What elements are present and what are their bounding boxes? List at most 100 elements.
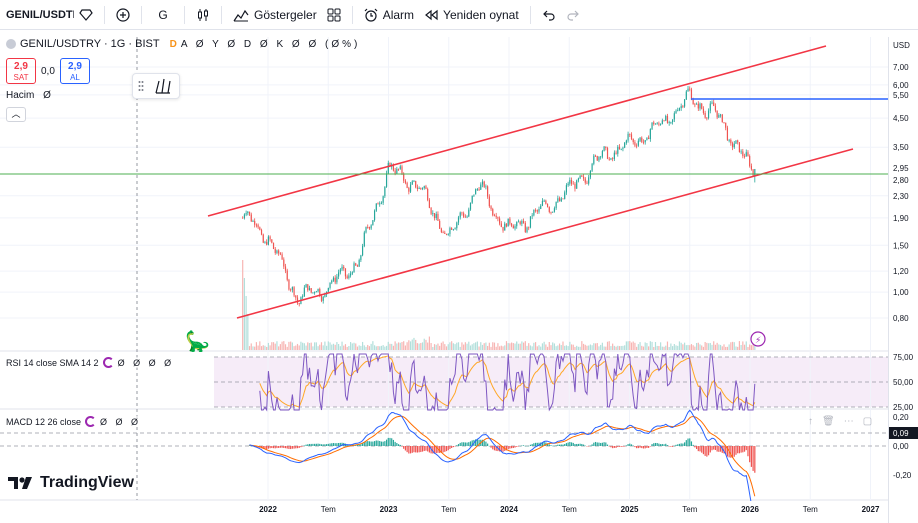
volume-bar <box>695 342 698 350</box>
macd-histogram-bar <box>481 439 484 446</box>
macd-histogram-bar <box>485 441 487 446</box>
arrow-up-icon[interactable]: ↑ <box>808 416 813 427</box>
macd-histogram-bar <box>445 446 448 452</box>
candle-body <box>528 227 530 229</box>
interval-button[interactable]: G <box>148 3 178 27</box>
collapse-legend-button[interactable]: ︿ <box>6 107 26 122</box>
buy-button[interactable]: 2,9 AL <box>60 58 90 84</box>
macd-histogram-bar <box>334 443 336 446</box>
volume-bar <box>572 344 574 350</box>
macd-histogram-bar <box>300 446 302 448</box>
volume-bar <box>302 342 304 350</box>
replay-button[interactable]: Yeniden oynat <box>419 3 524 27</box>
pitchfork-icon[interactable] <box>154 77 174 95</box>
candle-body <box>286 270 288 280</box>
macd-histogram-bar <box>726 446 729 457</box>
trash-icon[interactable]: 🗑 <box>822 416 835 427</box>
macd-histogram-bar <box>534 442 537 446</box>
candle-body <box>314 292 316 294</box>
volume-bar <box>517 343 520 350</box>
macd-histogram-bar <box>505 446 508 451</box>
volume-bar <box>665 345 667 350</box>
volume-bar <box>339 346 341 350</box>
volume-bar <box>404 345 407 350</box>
volume-bar <box>243 278 246 350</box>
volume-bar <box>737 346 739 350</box>
symbol-search[interactable]: GENIL/USDTR <box>6 4 74 26</box>
macd-histogram-bar <box>745 446 747 451</box>
volume-bar <box>392 345 395 350</box>
macd-histogram-bar <box>266 446 268 450</box>
candle-body <box>353 263 355 273</box>
candle-body <box>714 106 717 111</box>
volume-bar <box>473 343 475 350</box>
more-icon[interactable]: ⋯ <box>843 416 854 427</box>
channel-lower-line <box>236 148 854 319</box>
candle-body <box>625 140 627 143</box>
candle-body <box>546 203 549 208</box>
candle-body <box>644 140 646 143</box>
candle-body <box>319 288 321 296</box>
compare-button[interactable] <box>74 3 98 27</box>
macd-histogram-bar <box>404 446 407 451</box>
add-symbol-button[interactable] <box>111 3 135 27</box>
macd-label: MACD 12 26 close <box>6 416 82 427</box>
volume-bar <box>324 341 326 350</box>
volume-bar <box>305 345 307 350</box>
volume-bar <box>452 343 454 350</box>
volume-bar <box>582 343 585 350</box>
templates-button[interactable] <box>322 3 346 27</box>
candle-body <box>459 212 461 218</box>
candle-body <box>654 123 657 125</box>
candle-body <box>420 187 422 189</box>
volume-bar <box>504 345 506 350</box>
macd-histogram-bar <box>324 444 326 446</box>
maximize-icon[interactable]: ▢ <box>862 416 873 427</box>
volume-bar <box>487 345 489 350</box>
floating-drawing-toolbar[interactable] <box>132 73 180 99</box>
volume-bar <box>509 343 511 350</box>
drag-handle-icon[interactable] <box>138 80 144 92</box>
candle-body <box>507 218 509 227</box>
redo-button[interactable] <box>561 3 585 27</box>
candle-body <box>502 226 504 231</box>
price-axis-tick: 0,80 <box>893 314 909 323</box>
macd-histogram-bar <box>714 446 717 450</box>
volume-bar <box>584 344 586 350</box>
candle-body <box>521 221 523 224</box>
volume-bar <box>454 344 456 350</box>
macd-histogram-bar <box>550 445 552 446</box>
plus-circle-icon <box>116 7 130 22</box>
indicators-button[interactable]: Göstergeler <box>228 3 322 27</box>
macd-histogram-bar <box>646 446 648 448</box>
sell-button[interactable]: 2,9 SAT <box>6 58 36 84</box>
macd-histogram-bar <box>262 446 264 449</box>
candle-body <box>637 140 639 146</box>
tradingview-logo[interactable]: TradingView <box>8 474 134 492</box>
candle-body <box>666 115 669 123</box>
undo-button[interactable] <box>537 3 561 27</box>
candle-body <box>461 212 463 214</box>
chart-type-button[interactable] <box>191 3 215 27</box>
macd-histogram-bar <box>372 441 374 446</box>
volume-bar <box>505 341 508 350</box>
candle-body <box>629 133 631 135</box>
volume-bar <box>632 341 634 350</box>
candle-body <box>375 203 377 211</box>
candle-body <box>615 152 617 154</box>
volume-bar <box>418 343 420 350</box>
macd-histogram-bar <box>716 446 718 452</box>
alarm-button[interactable]: Alarm <box>359 3 419 27</box>
candle-body <box>363 232 365 247</box>
sell-label: SAT <box>13 73 29 82</box>
candle-body <box>639 137 641 141</box>
volume-bar <box>449 342 451 350</box>
volume-bar <box>279 344 281 350</box>
macd-histogram-bar <box>704 446 706 456</box>
volume-bar <box>425 339 427 350</box>
candle-body <box>360 255 362 261</box>
volume-bar <box>248 346 251 350</box>
macd-histogram-bar <box>584 445 586 447</box>
macd-signal-line <box>249 415 756 497</box>
